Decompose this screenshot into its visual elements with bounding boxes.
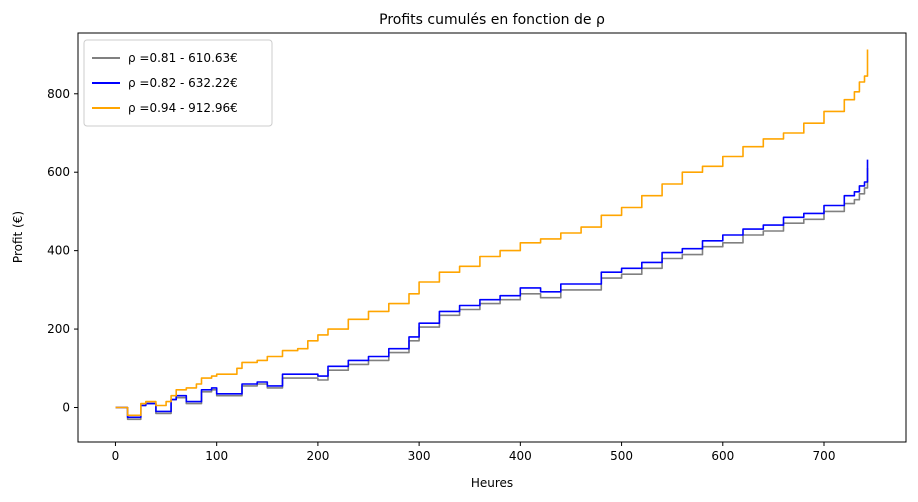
x-tick-label: 600 [711, 449, 734, 463]
x-tick-label: 200 [306, 449, 329, 463]
y-tick-label: 200 [47, 322, 70, 336]
y-tick-label: 600 [47, 165, 70, 179]
x-tick-label: 0 [112, 449, 120, 463]
x-ticks: 0 100 200 300 400 500 600 700 [112, 442, 836, 463]
legend-label-1: ρ =0.82 - 632.22€ [128, 76, 238, 90]
series-line-2 [115, 49, 869, 417]
x-tick-label: 500 [610, 449, 633, 463]
series-line-0 [115, 168, 869, 421]
x-tick-label: 300 [408, 449, 431, 463]
x-tick-label: 100 [205, 449, 228, 463]
legend-label-0: ρ =0.81 - 610.63€ [128, 51, 238, 65]
y-axis-label: Profit (€) [11, 211, 25, 263]
legend-box [83, 39, 273, 127]
x-tick-label: 400 [509, 449, 532, 463]
series-layer [115, 49, 869, 421]
x-axis-label: Heures [471, 476, 513, 490]
y-tick-label: 0 [62, 400, 70, 414]
chart-title: Profits cumulés en fonction de ρ [379, 12, 605, 28]
x-tick-label: 700 [813, 449, 836, 463]
series-line-1 [115, 159, 869, 419]
y-tick-label: 400 [47, 244, 70, 258]
plot-frame [77, 32, 907, 443]
y-ticks: 0 200 400 600 800 [47, 87, 78, 414]
y-tick-label: 800 [47, 87, 70, 101]
legend-items: ρ =0.81 - 610.63€ ρ =0.82 - 632.22€ ρ =0.9… [92, 51, 238, 115]
legend: ρ =0.81 - 610.63€ ρ =0.82 - 632.22€ ρ =0.9… [83, 39, 273, 127]
legend-label-2: ρ =0.94 - 912.96€ [128, 101, 238, 115]
